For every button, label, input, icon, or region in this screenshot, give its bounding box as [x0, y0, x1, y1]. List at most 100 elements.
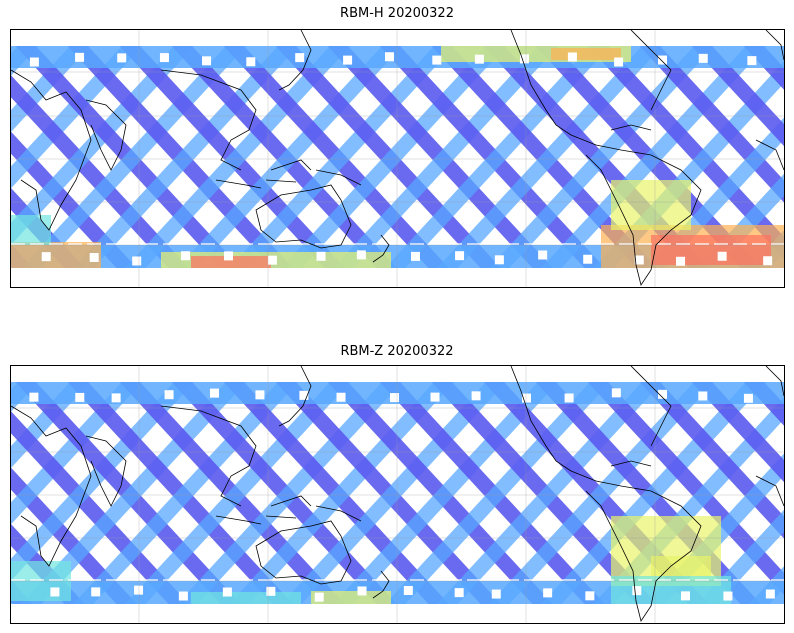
data-gap — [41, 252, 51, 262]
data-gap — [698, 53, 708, 63]
coastline-path — [610, 124, 652, 131]
data-gap — [266, 586, 276, 596]
data-gap — [134, 585, 144, 595]
data-gap — [246, 57, 256, 67]
data-gap — [522, 393, 532, 403]
data-gap — [632, 586, 642, 596]
coastline-path — [630, 30, 672, 111]
data-gap — [91, 587, 101, 597]
coastline-path — [255, 184, 352, 249]
data-gap — [299, 390, 309, 400]
data-gap — [267, 255, 277, 265]
data-gap — [336, 392, 346, 402]
data-gap — [178, 591, 188, 601]
swath-descending — [691, 382, 784, 483]
data-gap — [356, 250, 366, 260]
coastline-path — [255, 520, 352, 585]
high-value-patch — [611, 180, 691, 230]
data-gap — [583, 254, 593, 264]
coastline-path — [570, 470, 702, 622]
data-gap — [658, 389, 668, 399]
coastline-path — [630, 366, 672, 447]
data-gap — [89, 253, 99, 263]
data-gap — [538, 250, 548, 260]
coastline-path — [315, 169, 362, 186]
high-value-patch — [191, 256, 271, 268]
coastlines — [11, 30, 784, 286]
panel-title-rbm-z: RBM-Z 20200322 — [340, 344, 454, 359]
data-gap — [410, 251, 420, 261]
data-gap — [614, 57, 624, 67]
coastline-path — [160, 69, 257, 171]
data-gap — [765, 589, 775, 599]
satellite-swath-layer — [11, 382, 784, 604]
data-gap — [224, 251, 234, 261]
coastline-path — [215, 159, 312, 189]
coastline-path — [85, 99, 127, 171]
data-gap — [403, 585, 413, 595]
data-gap — [314, 592, 324, 602]
coastline-path — [755, 30, 784, 171]
data-gap — [491, 589, 501, 599]
data-gap — [657, 55, 667, 65]
data-gap — [543, 588, 553, 598]
satellite-swath-layer — [11, 46, 784, 268]
map-canvas-rbm-z — [11, 366, 784, 623]
data-gap — [390, 393, 400, 403]
data-gap — [454, 588, 464, 598]
data-gap — [763, 256, 773, 266]
data-gap — [520, 54, 530, 64]
data-gap — [432, 55, 442, 65]
map-canvas-rbm-h — [11, 30, 784, 287]
north-band — [11, 382, 784, 404]
coastline-path — [610, 460, 652, 467]
map-panel-rbm-h — [10, 29, 785, 288]
coastline-path — [510, 30, 572, 136]
swath-descending — [691, 46, 784, 147]
data-gap — [75, 52, 85, 62]
data-gap — [471, 391, 481, 401]
swath-descending — [743, 46, 784, 90]
data-gap — [717, 251, 727, 261]
coastline-path — [215, 495, 312, 525]
graticule — [11, 30, 784, 287]
high-value-patch — [191, 592, 301, 604]
coastlines — [11, 366, 784, 622]
high-value-patch — [551, 48, 621, 60]
data-gap — [132, 256, 142, 266]
high-value-patch — [651, 556, 711, 576]
data-gap — [75, 392, 85, 402]
high-value-patch — [611, 576, 731, 604]
data-gap — [202, 56, 212, 66]
data-gap — [494, 255, 504, 265]
data-gap — [357, 586, 367, 596]
data-gap — [117, 53, 127, 63]
data-gap — [585, 591, 595, 601]
coastline-path — [372, 234, 390, 263]
data-gap — [743, 393, 753, 403]
data-gap — [343, 55, 353, 65]
coastline-path — [372, 570, 390, 599]
high-value-patch — [11, 242, 101, 268]
high-value-patch — [651, 235, 771, 265]
coastline-path — [85, 435, 127, 507]
data-gap — [209, 388, 219, 398]
data-gap — [680, 591, 690, 601]
coastline-path — [315, 505, 362, 522]
data-gap — [430, 392, 440, 402]
data-gap — [29, 392, 39, 402]
coastline-path — [510, 366, 572, 472]
swath-descending — [743, 382, 784, 426]
data-gap — [29, 57, 39, 67]
coastline-path — [11, 69, 92, 231]
data-gap — [698, 391, 708, 401]
data-gap — [455, 251, 465, 261]
data-gap — [222, 587, 232, 597]
data-gap — [180, 251, 190, 261]
data-gap — [255, 390, 265, 400]
data-gap — [164, 390, 174, 400]
data-gap — [474, 54, 484, 64]
data-gap — [634, 255, 644, 265]
coastline-path — [570, 134, 702, 286]
data-gap — [747, 56, 757, 66]
